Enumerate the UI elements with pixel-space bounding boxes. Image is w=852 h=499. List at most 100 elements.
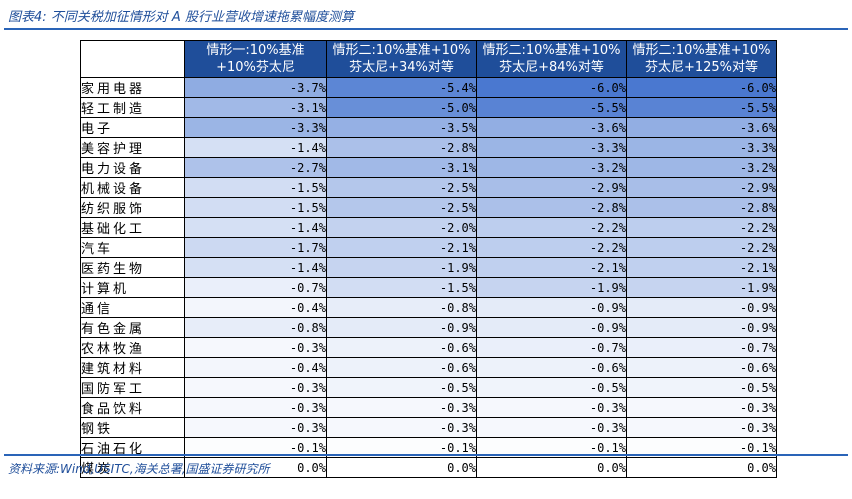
industry-label: 电力设备 (80, 157, 185, 178)
source-note: 资料来源:Wind,USITC,海关总署,国盛证券研究所 (8, 462, 270, 476)
impact-cell: -0.6% (626, 357, 777, 378)
impact-cell: -1.4% (184, 137, 327, 158)
table-row: 计算机 -0.7% -1.5% -1.9% -1.9% (80, 277, 777, 298)
impact-cell: -2.2% (626, 217, 777, 238)
impact-cell: -0.4% (184, 357, 327, 378)
impact-cell: -6.0% (626, 77, 777, 98)
column-header: 情形二:10%基准+10% 芬太尼+84%对等 (476, 40, 627, 78)
impact-cell: -2.1% (626, 257, 777, 278)
table-row: 电力设备 -2.7% -3.1% -3.2% -3.2% (80, 157, 777, 178)
impact-cell: -5.5% (626, 97, 777, 118)
impact-cell: -2.2% (476, 217, 627, 238)
table-row: 医药生物 -1.4% -1.9% -2.1% -2.1% (80, 257, 777, 278)
impact-cell: -2.1% (476, 257, 627, 278)
impact-cell: -2.5% (326, 197, 477, 218)
impact-cell: -2.7% (184, 157, 327, 178)
impact-cell: -0.4% (184, 297, 327, 318)
impact-cell: -0.9% (476, 297, 627, 318)
column-header-line2: 芬太尼+84%对等 (499, 60, 604, 75)
impact-cell: -5.0% (326, 97, 477, 118)
impact-cell: -0.6% (476, 357, 627, 378)
impact-cell: -0.3% (476, 417, 627, 438)
impact-cell: -0.3% (626, 417, 777, 438)
impact-cell: -2.8% (326, 137, 477, 158)
impact-cell: -0.3% (184, 377, 327, 398)
impact-cell: -3.6% (476, 117, 627, 138)
table-row: 农林牧渔 -0.3% -0.6% -0.7% -0.7% (80, 337, 777, 358)
table-row: 国防军工 -0.3% -0.5% -0.5% -0.5% (80, 377, 777, 398)
industry-label: 钢铁 (80, 417, 185, 438)
industry-label: 家用电器 (80, 77, 185, 98)
impact-cell: -0.5% (326, 377, 477, 398)
impact-cell: 0.0% (184, 457, 327, 478)
column-header-line1: 情形二:10%基准+10% (482, 43, 621, 58)
column-header-line2: 芬太尼+125%对等 (644, 60, 759, 75)
impact-cell: -0.3% (326, 417, 477, 438)
impact-cell: -1.7% (184, 237, 327, 258)
impact-cell: -6.0% (476, 77, 627, 98)
impact-cell: -0.9% (626, 297, 777, 318)
impact-cell: -2.5% (326, 177, 477, 198)
column-header: 情形二:10%基准+10% 芬太尼+125%对等 (626, 40, 777, 78)
impact-cell: -0.6% (326, 337, 477, 358)
impact-cell: -0.3% (184, 417, 327, 438)
impact-cell: -1.5% (326, 277, 477, 298)
impact-cell: -1.4% (184, 217, 327, 238)
industry-label: 计算机 (80, 277, 185, 298)
industry-label: 电子 (80, 117, 185, 138)
table-row: 轻工制造 -3.1% -5.0% -5.5% -5.5% (80, 97, 777, 118)
industry-label: 美容护理 (80, 137, 185, 158)
impact-cell: -0.1% (476, 437, 627, 458)
column-header: 情形二:10%基准+10% 芬太尼+34%对等 (326, 40, 477, 78)
impact-cell: -2.2% (476, 237, 627, 258)
table-row: 美容护理 -1.4% -2.8% -3.3% -3.3% (80, 137, 777, 158)
table-row: 纺织服饰 -1.5% -2.5% -2.8% -2.8% (80, 197, 777, 218)
table-row: 机械设备 -1.5% -2.5% -2.9% -2.9% (80, 177, 777, 198)
impact-cell: -0.9% (326, 317, 477, 338)
industry-label: 食品饮料 (80, 397, 185, 418)
impact-cell: -5.5% (476, 97, 627, 118)
impact-cell: -3.2% (626, 157, 777, 178)
impact-cell: 0.0% (626, 457, 777, 478)
impact-cell: -0.3% (476, 397, 627, 418)
table-row: 汽车 -1.7% -2.1% -2.2% -2.2% (80, 237, 777, 258)
impact-cell: -0.7% (184, 277, 327, 298)
column-header-line1: 情形一:10%基准 (206, 43, 305, 58)
impact-cell: -0.3% (626, 397, 777, 418)
industry-label: 有色金属 (80, 317, 185, 338)
column-header-line1: 情形二:10%基准+10% (632, 43, 771, 58)
impact-cell: -0.3% (326, 397, 477, 418)
industry-label: 国防军工 (80, 377, 185, 398)
impact-cell: -2.0% (326, 217, 477, 238)
column-header-line1: 情形二:10%基准+10% (332, 43, 471, 58)
impact-cell: -3.3% (476, 137, 627, 158)
table-row: 煤炭 0.0% 0.0% 0.0% 0.0% (80, 457, 777, 478)
impact-cell: -3.6% (626, 117, 777, 138)
column-header-line2: 芬太尼+34%对等 (349, 60, 454, 75)
industry-label: 通信 (80, 297, 185, 318)
impact-cell: -0.5% (476, 377, 627, 398)
impact-cell: -0.7% (626, 337, 777, 358)
impact-cell: -2.9% (476, 177, 627, 198)
industry-label: 医药生物 (80, 257, 185, 278)
impact-cell: -0.5% (626, 377, 777, 398)
impact-cell: -1.9% (626, 277, 777, 298)
impact-cell: -0.1% (184, 437, 327, 458)
impact-cell: -0.9% (626, 317, 777, 338)
table-row: 食品饮料 -0.3% -0.3% -0.3% -0.3% (80, 397, 777, 418)
industry-label: 建筑材料 (80, 357, 185, 378)
impact-cell: -1.5% (184, 197, 327, 218)
table-row: 基础化工 -1.4% -2.0% -2.2% -2.2% (80, 217, 777, 238)
industry-label: 农林牧渔 (80, 337, 185, 358)
top-rule (4, 28, 848, 30)
impact-cell: -1.5% (184, 177, 327, 198)
table-row: 家用电器 -3.7% -5.4% -6.0% -6.0% (80, 77, 777, 98)
impact-cell: -0.8% (326, 297, 477, 318)
industry-label: 汽车 (80, 237, 185, 258)
table-row: 通信 -0.4% -0.8% -0.9% -0.9% (80, 297, 777, 318)
industry-label: 纺织服饰 (80, 197, 185, 218)
impact-cell: -3.1% (184, 97, 327, 118)
impact-cell: 0.0% (326, 457, 477, 478)
impact-cell: -3.7% (184, 77, 327, 98)
impact-cell: -2.2% (626, 237, 777, 258)
